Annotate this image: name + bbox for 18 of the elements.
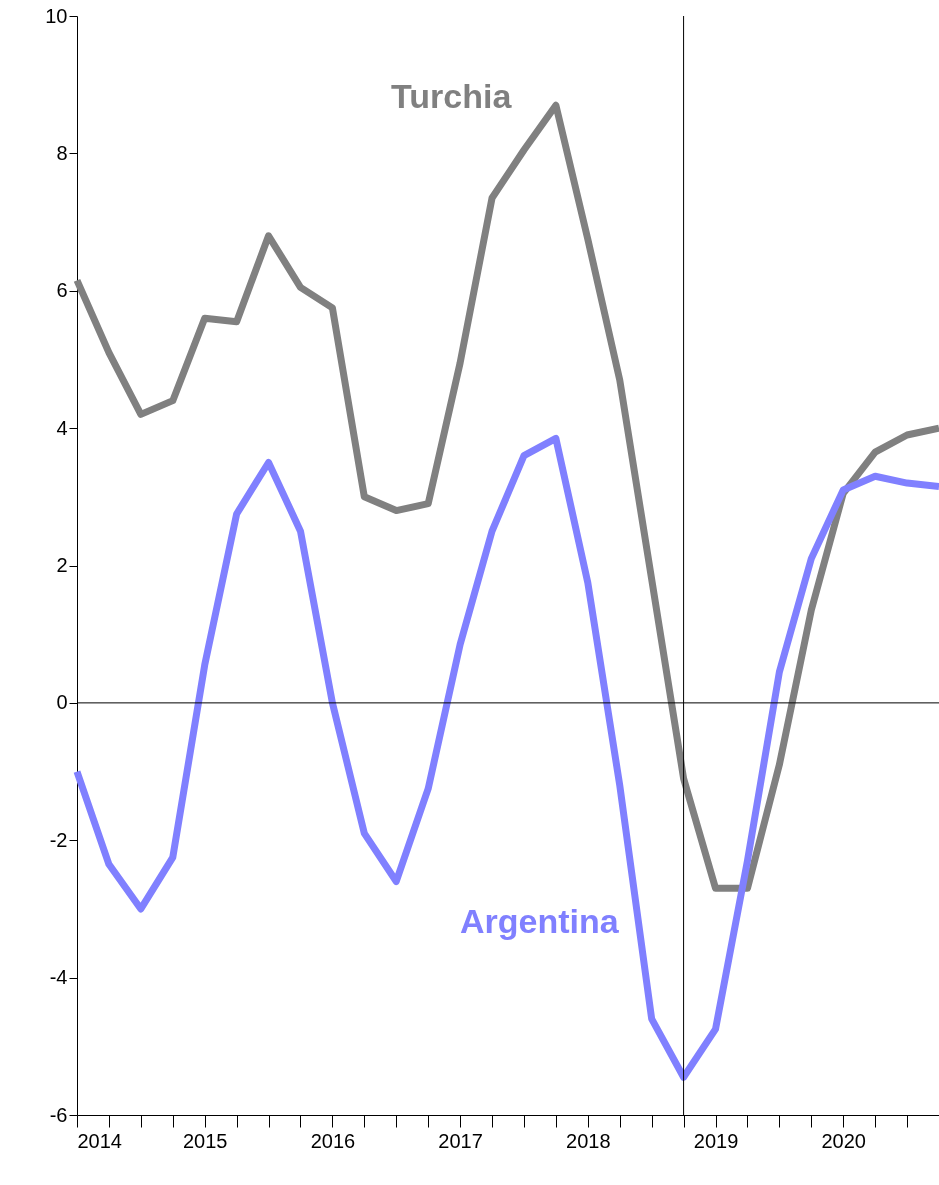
- y-tick-label: -4: [49, 966, 68, 989]
- y-tick-label: 4: [56, 416, 68, 439]
- y-tick-label: 8: [56, 141, 68, 164]
- x-tick-label: 2018: [566, 1129, 611, 1152]
- y-tick-label: -6: [49, 1103, 68, 1126]
- y-tick-label: 0: [56, 691, 68, 714]
- x-tick-label: 2020: [821, 1129, 866, 1152]
- x-tick-label: 2019: [693, 1129, 739, 1152]
- y-tick-label: 6: [56, 279, 68, 302]
- y-tick-label: 2: [56, 554, 68, 576]
- y-tick-label: -2: [49, 828, 68, 851]
- x-tick-label: 2017: [438, 1129, 483, 1152]
- y-tick-label: 10: [45, 4, 68, 27]
- x-tick-label: 2016: [310, 1129, 356, 1152]
- series-label: Argentina: [459, 901, 620, 940]
- x-tick-label: 2014: [77, 1129, 122, 1152]
- series-label: Turchia: [391, 77, 513, 116]
- x-tick-label: 2015: [182, 1129, 228, 1152]
